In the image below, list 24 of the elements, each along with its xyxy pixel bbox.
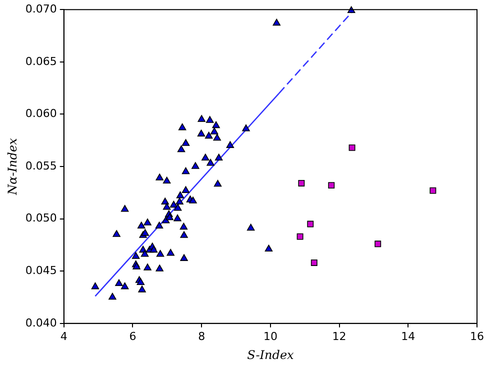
- y-tick-label: 0.050: [25, 212, 57, 225]
- point: [430, 187, 436, 194]
- y-tick-label: 0.070: [25, 2, 57, 16]
- y-tick-label: 0.060: [25, 107, 57, 120]
- x-tick-label: 10: [263, 330, 278, 343]
- point: [374, 240, 382, 248]
- y-tick-label: 0.055: [25, 159, 57, 172]
- point: [310, 260, 318, 266]
- point: [296, 233, 304, 240]
- y-tick-label: 0.045: [25, 264, 57, 277]
- x-tick-label: 6: [129, 330, 136, 343]
- point: [298, 180, 305, 186]
- x-tick-label: 16: [470, 330, 484, 343]
- point: [307, 220, 314, 228]
- x-tick-label: 12: [332, 330, 346, 343]
- y-axis-title: Nα-Index: [5, 138, 20, 196]
- y-tick-label: 0.065: [25, 54, 57, 68]
- point: [328, 182, 335, 189]
- y-tick-label: 0.040: [25, 316, 57, 330]
- x-axis-title: S-Index: [247, 348, 294, 362]
- x-tick-label: 14: [401, 330, 416, 343]
- x-tick-label: 8: [198, 330, 206, 343]
- point: [348, 144, 356, 151]
- x-tick-label: 4: [60, 330, 68, 343]
